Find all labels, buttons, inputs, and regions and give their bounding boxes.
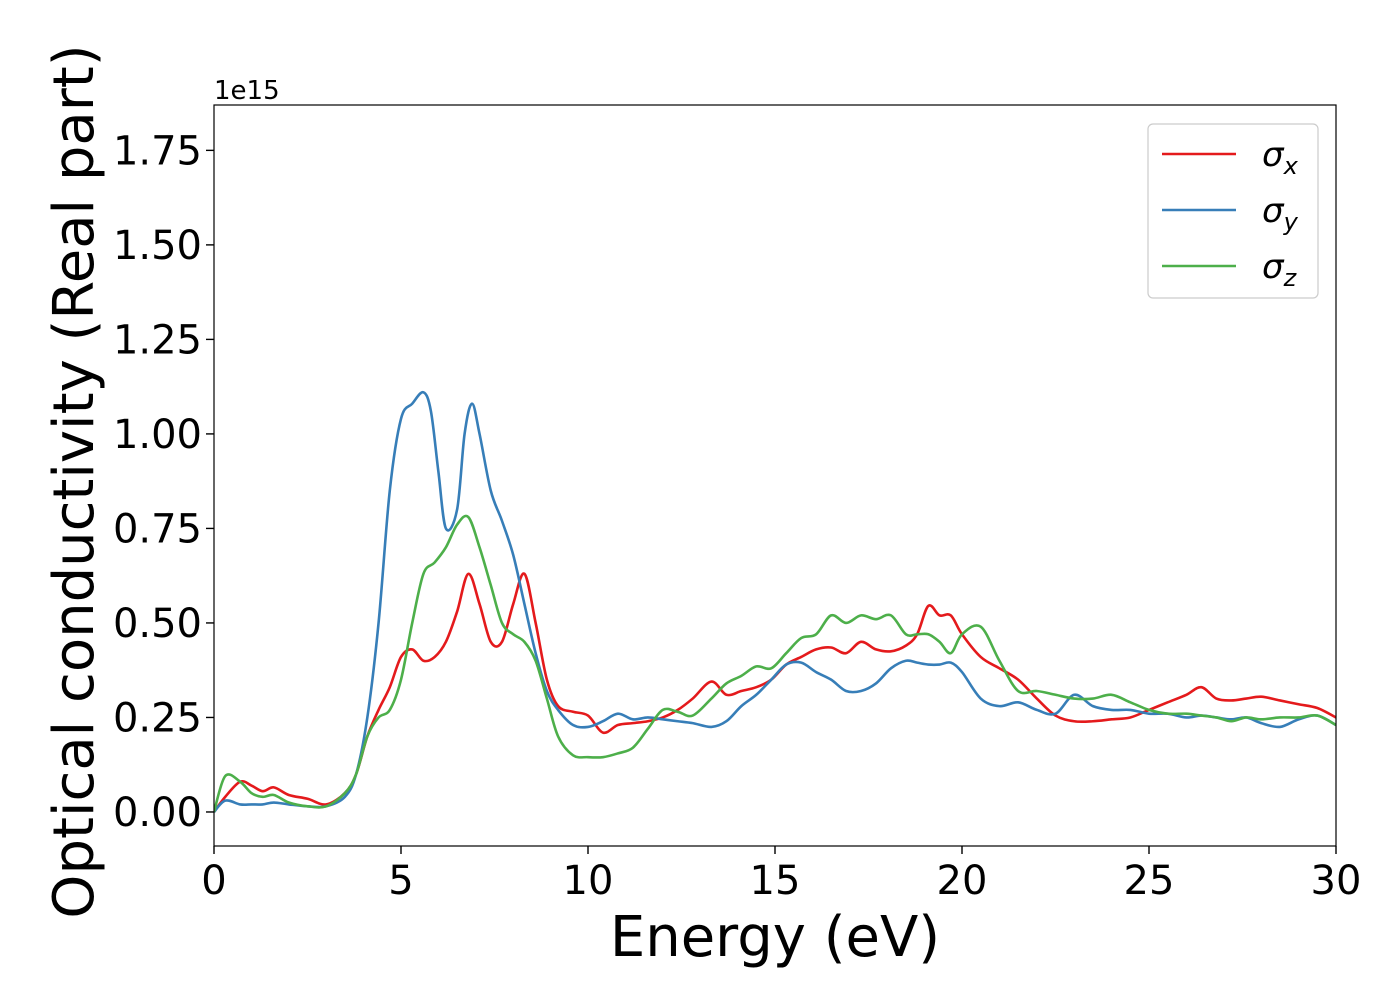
y-axis-ticks: 0.00 0.25 0.50 0.75 1.00 1.25 1.50 1.75: [113, 128, 214, 836]
series-line-z: [214, 514, 1336, 813]
legend: σx σy σz: [1147, 123, 1319, 299]
x-tick-label: 15: [750, 858, 801, 904]
y-tick-label: 0.75: [113, 506, 202, 552]
x-tick-label: 0: [201, 858, 226, 904]
y-axis-title: Optical conductivity (Real part): [42, 44, 107, 918]
x-tick-label: 30: [1311, 858, 1362, 904]
y-tick-label: 1.00: [113, 412, 202, 458]
y-tick-label: 1.75: [113, 128, 202, 174]
y-tick-label: 0.00: [113, 790, 202, 836]
legend-label-x: σx: [1262, 135, 1299, 180]
y-tick-label: 1.25: [113, 317, 202, 363]
x-tick-label: 5: [388, 858, 413, 904]
x-tick-label: 10: [563, 858, 614, 904]
x-tick-label: 25: [1124, 858, 1175, 904]
x-axis-title: Energy (eV): [610, 905, 940, 970]
y-tick-label: 1.50: [113, 223, 202, 269]
y-tick-label: 0.50: [113, 601, 202, 647]
x-tick-label: 20: [937, 858, 988, 904]
legend-label-z: σz: [1262, 247, 1298, 292]
series-lines: [214, 390, 1336, 813]
y-tick-label: 0.25: [113, 695, 202, 741]
y-axis-offset-label: 1e15: [214, 76, 280, 106]
series-line-x: [214, 572, 1336, 813]
x-axis-ticks: 0 5 10 15 20 25 30: [201, 846, 1361, 904]
legend-label-y: σy: [1262, 191, 1299, 236]
series-line-y: [214, 390, 1336, 813]
